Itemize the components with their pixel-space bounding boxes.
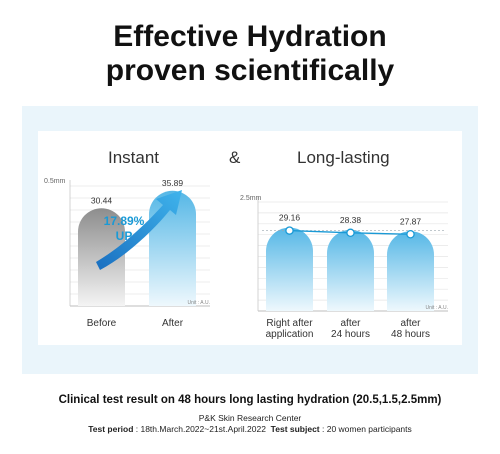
long-lasting-category-label-2-line-1: after <box>340 318 361 329</box>
research-center: P&K Skin Research Center <box>198 413 302 423</box>
long-lasting-category-label-3-line-1: after <box>400 318 421 329</box>
test-period-value: : 18th.March.2022~21st.April.2022 <box>133 424 266 434</box>
long-lasting-data-label-3: 27.87 <box>400 216 422 226</box>
long-lasting-point-3 <box>406 230 415 239</box>
long-lasting-category-label-3-line-2: 48 hours <box>391 329 430 340</box>
section-label-instant: Instant <box>108 148 160 167</box>
long-lasting-bar-1 <box>266 227 313 311</box>
headline-line-2: proven scientifically <box>105 54 395 87</box>
instant-unit-label: Unit : A.U. <box>187 300 210 306</box>
instant-ytick-label: 0.5mm <box>44 178 66 185</box>
long-lasting-bar-2 <box>327 229 374 311</box>
instant-category-label-1: Before <box>87 318 117 329</box>
increase-percent-label: 17.89% <box>104 214 145 228</box>
test-period-label: Test period <box>88 424 134 434</box>
instant-data-label-1: 30.44 <box>91 195 113 205</box>
long-lasting-point-2 <box>346 228 355 238</box>
long-lasting-point-1 <box>285 226 294 235</box>
test-subject-label: Test subject <box>270 424 320 434</box>
long-lasting-bar-3 <box>387 231 434 311</box>
instant-bar-1 <box>78 208 125 306</box>
long-lasting-category-label-1-line-2: application <box>266 329 314 340</box>
long-lasting-ytick-label: 2.5mm <box>240 195 262 202</box>
long-lasting-unit-label: Unit : A.U. <box>425 305 448 311</box>
test-subject-value: : 20 women participants <box>319 424 412 434</box>
headline-line-1: Effective Hydration <box>113 20 387 53</box>
section-label-ampersand: & <box>229 148 241 167</box>
long-lasting-category-label-1-line-1: Right after <box>266 318 313 329</box>
footer-headline: Clinical test result on 48 hours long la… <box>58 394 442 406</box>
section-label-long-lasting: Long-lasting <box>297 148 390 167</box>
long-lasting-category-label-2-line-2: 24 hours <box>331 329 370 340</box>
test-details: Test period : 18th.March.2022~21st.April… <box>0 424 500 434</box>
long-lasting-data-label-1: 29.16 <box>279 213 301 223</box>
instant-data-label-2: 35.89 <box>162 178 184 188</box>
increase-up-label: UP <box>116 229 133 243</box>
instant-category-label-2: After <box>162 318 184 329</box>
long-lasting-data-label-2: 28.38 <box>340 215 362 225</box>
increase-arrow-icon <box>96 190 182 270</box>
